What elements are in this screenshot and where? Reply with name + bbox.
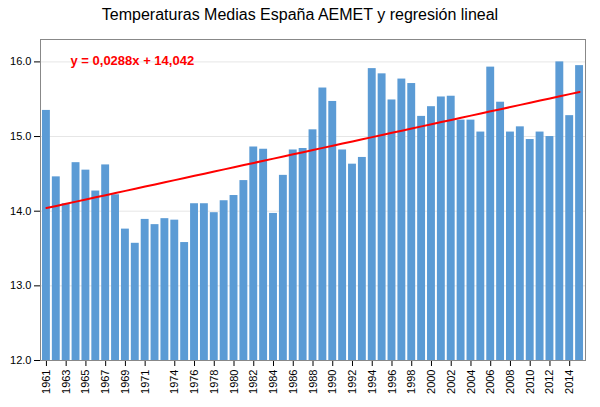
svg-text:1994: 1994: [366, 370, 378, 394]
svg-text:2004: 2004: [464, 370, 476, 394]
svg-text:2008: 2008: [504, 370, 516, 394]
svg-text:1965: 1965: [79, 370, 91, 394]
svg-text:2012: 2012: [543, 370, 555, 394]
svg-text:2006: 2006: [484, 370, 496, 394]
svg-text:1978: 1978: [208, 370, 220, 394]
svg-text:1971: 1971: [139, 370, 151, 394]
svg-text:1967: 1967: [99, 370, 111, 394]
svg-text:15.0: 15.0: [10, 130, 31, 142]
svg-text:1998: 1998: [405, 370, 417, 394]
svg-text:1974: 1974: [168, 370, 180, 394]
svg-text:1963: 1963: [60, 370, 72, 394]
svg-text:2000: 2000: [425, 370, 437, 394]
svg-text:1969: 1969: [119, 370, 131, 394]
svg-text:2002: 2002: [445, 370, 457, 394]
html-text:Temperaturas Medias España AEM: Temperaturas Medias España AEMET y regre…: [101, 6, 499, 23]
svg-text:13.0: 13.0: [10, 279, 31, 291]
svg-text:1982: 1982: [247, 370, 259, 394]
svg-text:2014: 2014: [563, 370, 575, 394]
svg-text:2010: 2010: [524, 370, 536, 394]
svg-text:14.0: 14.0: [10, 205, 31, 217]
svg-text:1961: 1961: [40, 370, 52, 394]
svg-text:1980: 1980: [228, 370, 240, 394]
svg-text:12.0: 12.0: [10, 354, 31, 366]
svg-text:1986: 1986: [287, 370, 299, 394]
svg-text:16.0: 16.0: [10, 55, 31, 67]
svg-text:1992: 1992: [346, 370, 358, 394]
svg-text:1984: 1984: [267, 370, 279, 394]
svg-text:y = 0,0288x + 14,042: y = 0,0288x + 14,042: [71, 53, 195, 68]
svg-text:1996: 1996: [386, 370, 398, 394]
svg-text:1976: 1976: [188, 370, 200, 394]
svg-text:1988: 1988: [307, 370, 319, 394]
svg-text:1990: 1990: [326, 370, 338, 394]
